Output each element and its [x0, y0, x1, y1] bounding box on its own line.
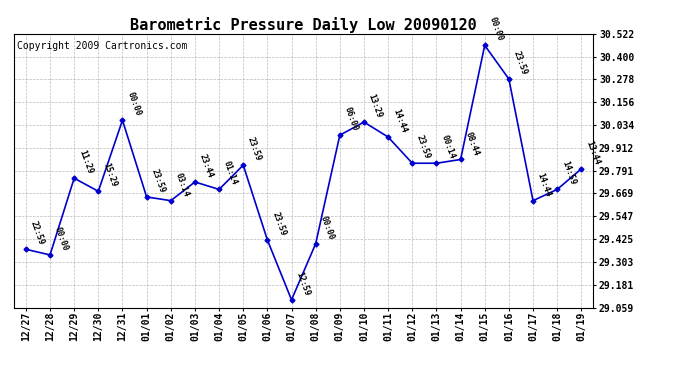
- Text: 14:44: 14:44: [536, 171, 553, 198]
- Text: 23:59: 23:59: [150, 168, 166, 194]
- Text: 23:59: 23:59: [270, 211, 287, 237]
- Text: 23:59: 23:59: [246, 136, 263, 162]
- Text: 12:59: 12:59: [295, 270, 311, 297]
- Text: 14:59: 14:59: [560, 160, 577, 187]
- Text: 13:44: 13:44: [584, 140, 601, 166]
- Text: 00:00: 00:00: [319, 214, 335, 241]
- Text: 00:00: 00:00: [488, 16, 504, 43]
- Text: 22:59: 22:59: [29, 220, 46, 246]
- Text: 00:00: 00:00: [53, 226, 70, 252]
- Text: 14:44: 14:44: [391, 108, 408, 134]
- Text: Copyright 2009 Cartronics.com: Copyright 2009 Cartronics.com: [17, 40, 187, 51]
- Text: 00:14: 00:14: [440, 134, 456, 160]
- Text: 11:29: 11:29: [77, 149, 94, 176]
- Text: 03:14: 03:14: [174, 171, 190, 198]
- Text: 13:29: 13:29: [367, 93, 384, 119]
- Text: 23:59: 23:59: [415, 134, 432, 160]
- Text: 15:29: 15:29: [101, 162, 118, 189]
- Title: Barometric Pressure Daily Low 20090120: Barometric Pressure Daily Low 20090120: [130, 16, 477, 33]
- Text: 06:00: 06:00: [343, 106, 359, 132]
- Text: 23:59: 23:59: [512, 50, 529, 76]
- Text: 08:44: 08:44: [464, 130, 480, 157]
- Text: 01:14: 01:14: [222, 160, 239, 187]
- Text: 23:44: 23:44: [198, 153, 215, 179]
- Text: 00:00: 00:00: [126, 91, 142, 117]
